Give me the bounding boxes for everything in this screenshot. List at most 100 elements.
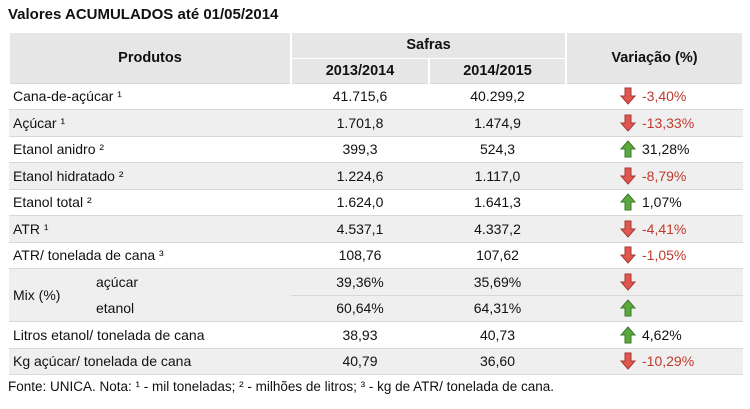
header-cell: Variação (%) — [565, 33, 744, 83]
variation-cell: -4,41% — [566, 215, 743, 243]
variation: -1,05% — [566, 246, 743, 265]
value-cell: 35,69% — [429, 268, 566, 296]
value-cell: 399,3 — [291, 135, 429, 163]
arrow-down — [620, 246, 636, 265]
product-cell: Cana-de-açúcar ¹ — [9, 82, 291, 110]
arrow-up — [620, 193, 636, 211]
variation-value: 31,28% — [642, 141, 690, 158]
value-cell: 40,79 — [291, 347, 429, 375]
table-row: Cana-de-açúcar ¹ 41.715,6 40.299,2 -3,40% — [9, 82, 743, 110]
value-cell: 4.337,2 — [429, 215, 566, 243]
value-cell: 36,60 — [429, 347, 566, 375]
variation-cell: -8,79% — [566, 162, 743, 190]
value-cell: 4.537,1 — [291, 215, 429, 243]
variation: -10,29% — [566, 352, 743, 371]
variation: 1,07% — [566, 193, 743, 211]
variation-value: -8,79% — [642, 167, 687, 184]
arrow-shape — [620, 140, 636, 158]
arrow-down — [620, 352, 636, 371]
variation-cell: 31,28% — [566, 135, 743, 163]
value-cell: 40.299,2 — [429, 82, 566, 110]
table-body: Cana-de-açúcar ¹ 41.715,6 40.299,2 -3,40% Aç… — [9, 82, 743, 375]
arrow-shape — [620, 352, 636, 371]
variation-cell: -10,29% — [566, 347, 743, 375]
product-cell: Etanol hidratado ² — [9, 162, 291, 190]
arrow-down — [620, 114, 636, 132]
sub-label: etanol — [96, 300, 135, 317]
value-cell: 38,93 — [291, 321, 429, 349]
table-row: Litros etanol/ tonelada de cana 38,93 40,7… — [9, 321, 743, 349]
product-cell: Etanol total ² — [9, 188, 291, 216]
header-cell: Produtos — [8, 33, 292, 83]
variation-value: -13,33% — [642, 114, 695, 131]
value-cell: 41.715,6 — [291, 82, 429, 110]
arrow-shape — [620, 114, 636, 132]
product-cell: Etanol anidro ² — [9, 135, 291, 163]
product-cell: ATR ¹ — [9, 215, 291, 243]
header-cell: 2014/2015 — [428, 58, 567, 83]
variation-cell: -13,33% — [566, 109, 743, 137]
table-row: Etanol hidratado ² 1.224,6 1.117,0 -8,79% — [9, 162, 743, 190]
header-cell: Safras — [290, 33, 567, 59]
arrow-shape — [620, 246, 636, 265]
variation-value: -3,40% — [642, 88, 687, 105]
variation: -13,33% — [566, 114, 743, 132]
variation: 31,28% — [566, 140, 743, 158]
product-cell: ATR/ tonelada de cana ³ — [9, 241, 291, 269]
arrow-down — [620, 220, 636, 238]
variation: 4,62% — [566, 325, 743, 344]
variation-cell — [566, 268, 743, 296]
value-cell: 1.474,9 — [429, 109, 566, 137]
table-row: ATR/ tonelada de cana ³ 108,76 107,62 -1,05… — [9, 241, 743, 269]
variation — [566, 299, 743, 317]
arrow-shape — [620, 167, 636, 185]
product-cell: Açúcar ¹ — [9, 109, 291, 137]
value-cell: 39,36% açúcar — [96, 268, 429, 296]
table: Produtos Safras Variação (%) 2013/2014 2… — [8, 33, 744, 375]
variation: -8,79% — [566, 167, 743, 185]
arrow-down — [620, 273, 636, 291]
product-cell: Litros etanol/ tonelada de cana — [9, 321, 291, 349]
variation-value: -4,41% — [642, 220, 687, 237]
variation: -3,40% — [566, 87, 743, 106]
variation: -4,41% — [566, 220, 743, 238]
arrow-up — [620, 140, 636, 158]
variation-value: 4,62% — [642, 326, 682, 343]
table-header: Produtos Safras Variação (%) 2013/2014 2… — [8, 33, 744, 83]
table-row: Kg açúcar/ tonelada de cana 40,79 36,60 -10… — [9, 347, 743, 375]
variation-value: 1,07% — [642, 194, 682, 211]
variation-value: -1,05% — [642, 247, 687, 264]
arrow-shape — [620, 87, 636, 106]
variation-cell: -3,40% — [566, 82, 743, 110]
table-row: Etanol total ² 1.624,0 1.641,3 1,07% — [9, 188, 743, 216]
value-cell: 64,31% — [429, 294, 566, 322]
arrow-shape — [620, 220, 636, 238]
variation-cell — [566, 294, 743, 322]
variation-cell: 1,07% — [566, 188, 743, 216]
variation — [566, 273, 743, 291]
variation-cell: -1,05% — [566, 241, 743, 269]
arrow-down — [620, 87, 636, 106]
variation-value: -10,29% — [642, 353, 695, 370]
table-row: Etanol anidro ² 399,3 524,3 31,28% — [9, 135, 743, 163]
arrow-shape — [620, 193, 636, 211]
value-cell: 40,73 — [429, 321, 566, 349]
arrow-shape — [620, 273, 636, 291]
value-cell: 1.641,3 — [429, 188, 566, 216]
arrow-shape — [620, 325, 636, 344]
arrow-up — [620, 299, 636, 317]
product-cell: Kg açúcar/ tonelada de cana — [9, 347, 291, 375]
value-cell: 107,62 — [429, 241, 566, 269]
arrow-shape — [620, 299, 636, 317]
title: Valores ACUMULADOS até 01/05/2014 — [8, 6, 279, 23]
value-cell: 524,3 — [429, 135, 566, 163]
value-cell: 108,76 — [291, 241, 429, 269]
arrow-up — [620, 325, 636, 344]
arrow-down — [620, 167, 636, 185]
value-cell: 1.624,0 — [291, 188, 429, 216]
table-row: Mix (%) 39,36% açúcar 35,69% — [9, 268, 743, 322]
header-cell: 2013/2014 — [290, 58, 430, 83]
value-cell: 1.224,6 — [291, 162, 429, 190]
table-row: ATR ¹ 4.537,1 4.337,2 -4,41% — [9, 215, 743, 243]
